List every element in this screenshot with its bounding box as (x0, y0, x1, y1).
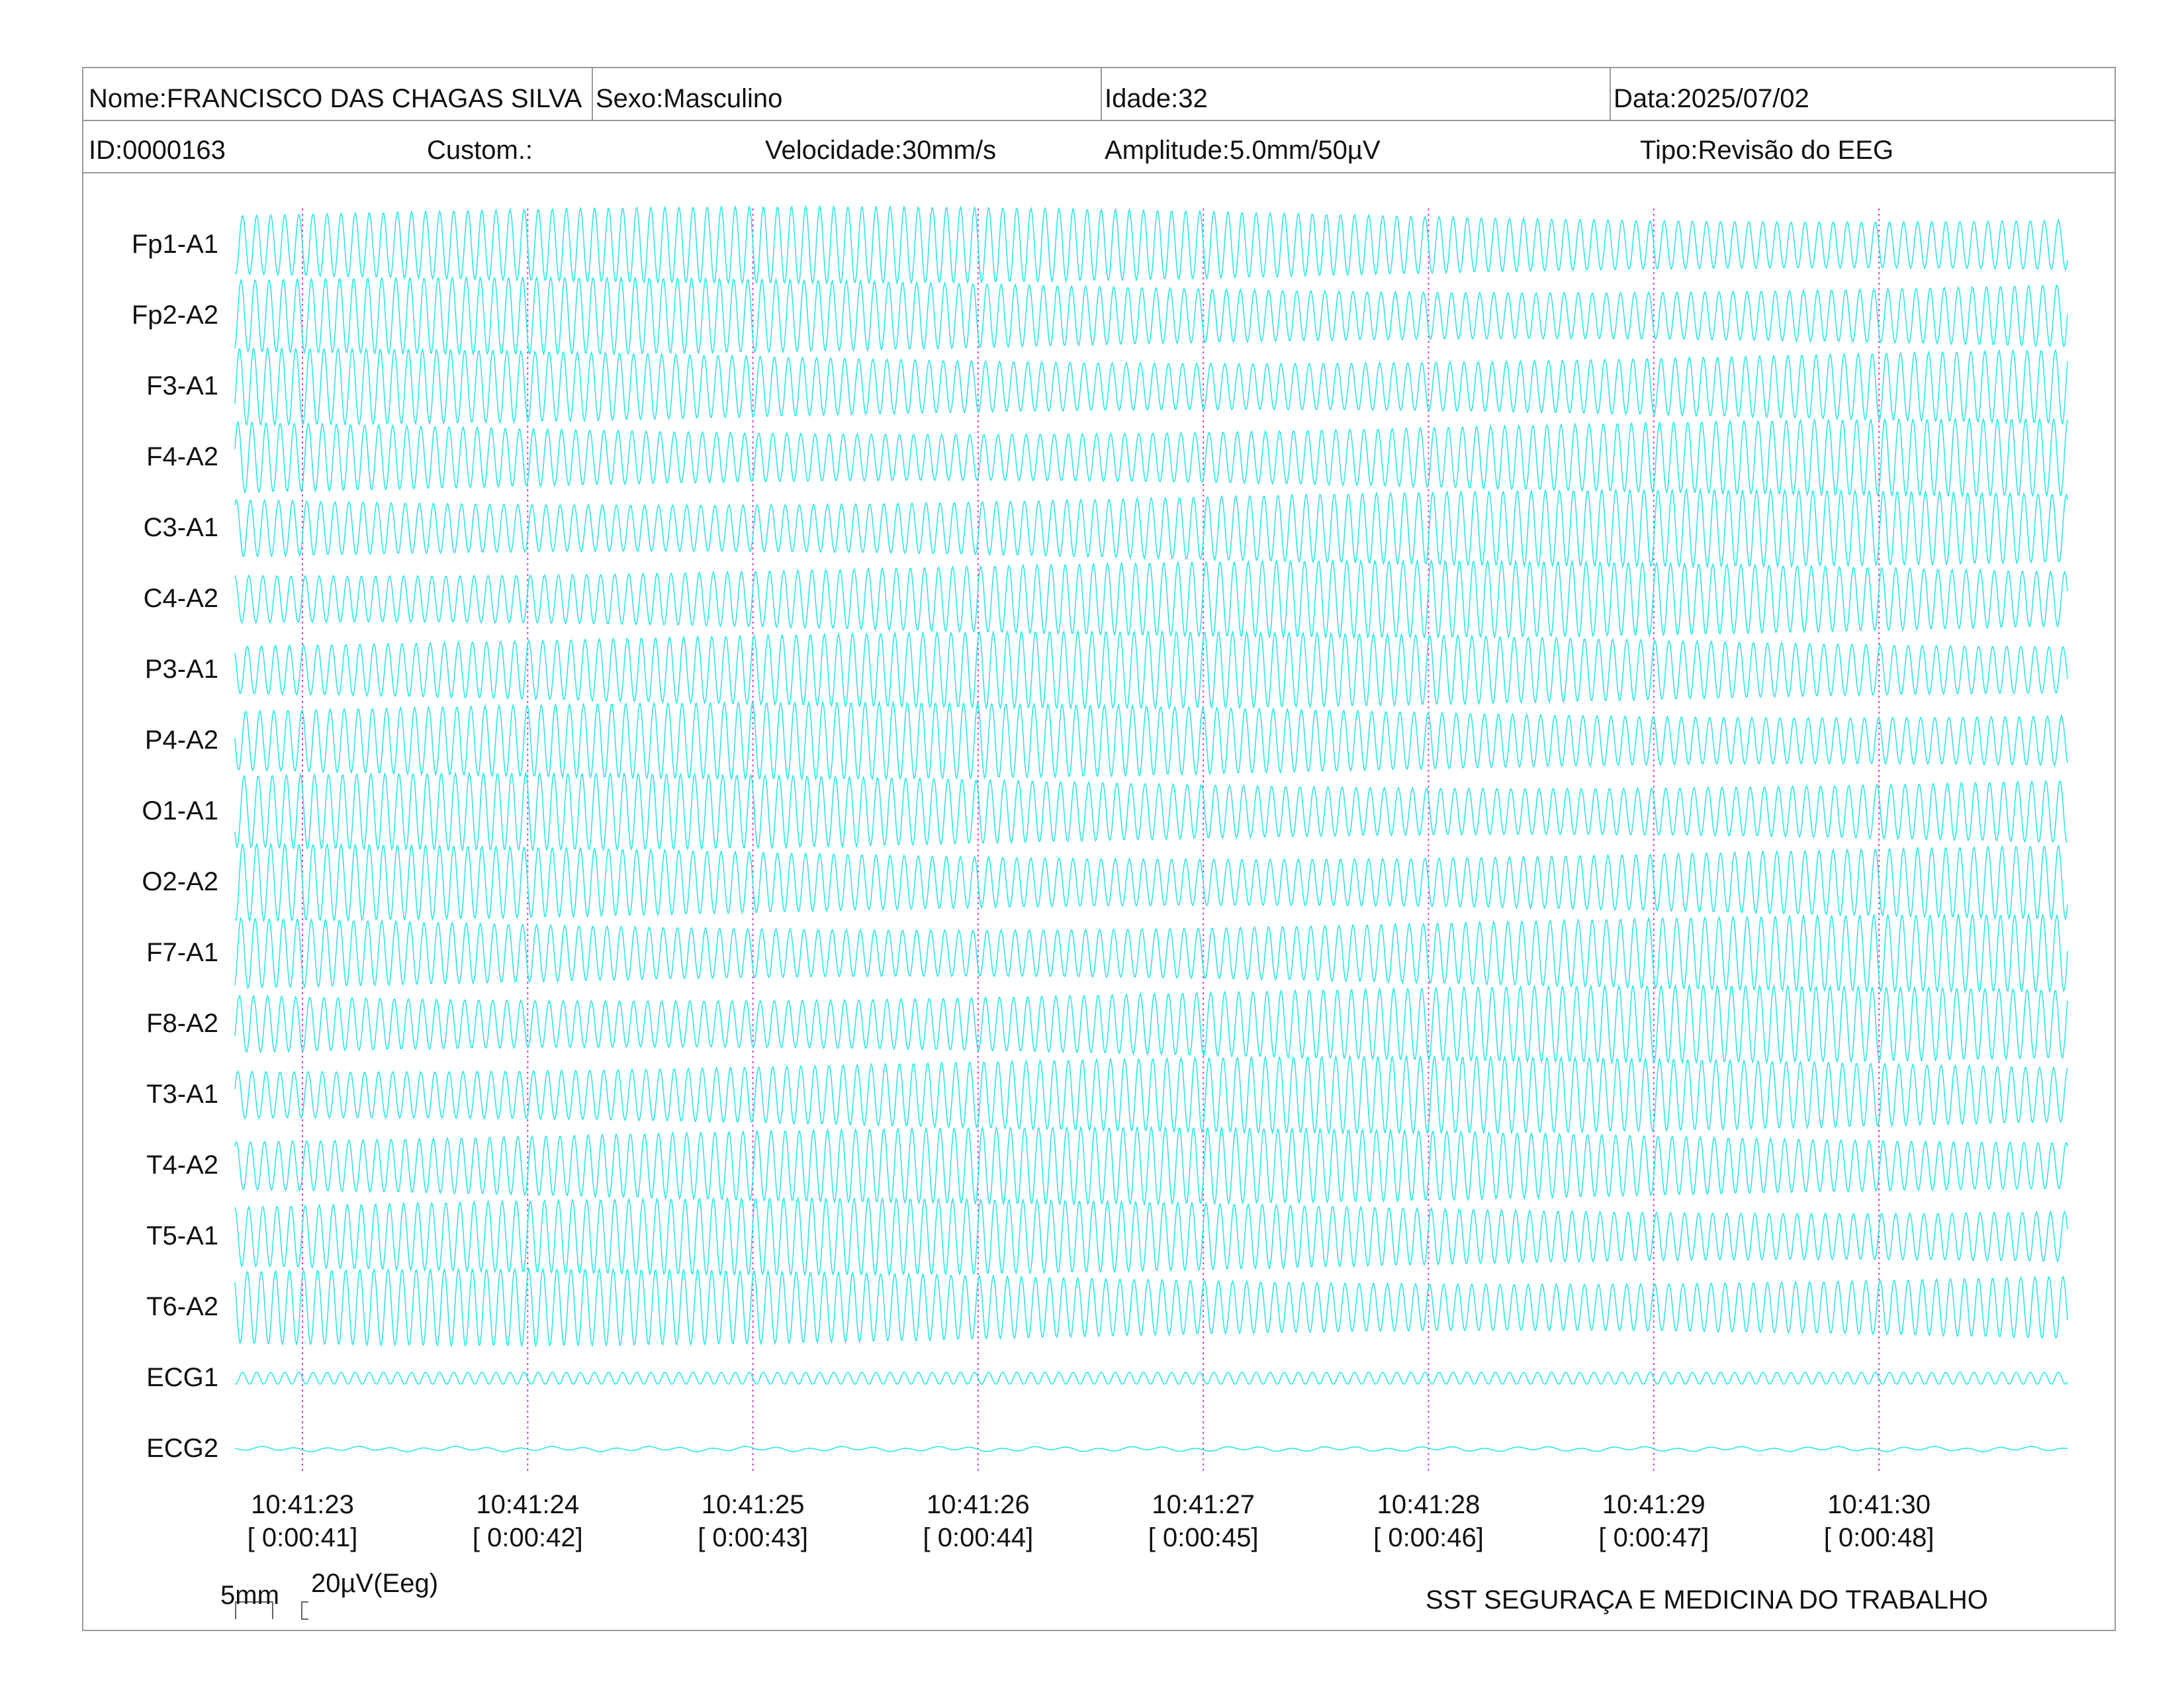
channel-label: F4-A2 (146, 442, 218, 471)
channel-label: ECG1 (146, 1363, 218, 1392)
channel-label: Fp1-A1 (131, 230, 218, 259)
trace-c3-a1 (234, 487, 2068, 569)
company-name: SST SEGURAÇA E MEDICINA DO TRABALHO (1426, 1585, 1988, 1615)
channel-label: T3-A1 (146, 1080, 218, 1109)
channel-label: C3-A1 (143, 513, 218, 542)
time-tick-label: 10:41:29 [ 0:00:47] (1568, 1488, 1740, 1554)
tick-elapsed-time: [ 0:00:42] (472, 1523, 583, 1552)
trace-t3-a1 (234, 1055, 2068, 1135)
tick-clock-time: 10:41:27 (1152, 1490, 1255, 1519)
tick-clock-time: 10:41:29 (1602, 1490, 1706, 1519)
trace-p3-a1 (234, 629, 2068, 710)
header-divider (83, 120, 2115, 121)
trace-o2-a2 (234, 842, 2068, 923)
channel-label: T6-A2 (146, 1292, 218, 1321)
time-tick-label: 10:41:28 [ 0:00:46] (1343, 1488, 1515, 1554)
channel-label: F3-A1 (146, 371, 218, 400)
time-tick-label: 10:41:24 [ 0:00:42] (441, 1488, 614, 1554)
amplitude-setting: Amplitude:5.0mm/50µV (1105, 137, 1381, 164)
trace-fp1-a1 (234, 204, 2068, 286)
header-separator (1101, 68, 1102, 120)
tick-elapsed-time: [ 0:00:48] (1823, 1523, 1934, 1552)
patient-age: Idade:32 (1105, 85, 1208, 112)
tick-elapsed-time: [ 0:00:46] (1373, 1523, 1484, 1552)
tick-elapsed-time: [ 0:00:44] (923, 1523, 1034, 1552)
patient-sex: Sexo:Masculino (596, 85, 783, 112)
header-bottom-border (83, 172, 2115, 173)
channel-label: F8-A2 (146, 1009, 218, 1038)
paper-speed: Velocidade:30mm/s (765, 137, 997, 164)
trace-ecg2 (234, 1446, 2068, 1452)
trace-f4-a2 (234, 416, 2068, 498)
tick-clock-time: 10:41:23 (251, 1490, 354, 1519)
trace-f8-a2 (234, 983, 2068, 1064)
trace-ecg1 (234, 1372, 2068, 1385)
trace-t5-a1 (234, 1196, 2068, 1278)
time-tick-label: 10:41:25 [ 0:00:43] (667, 1488, 839, 1554)
exam-type: Tipo:Revisão do EEG (1640, 137, 1894, 164)
tick-clock-time: 10:41:26 (927, 1490, 1030, 1519)
tick-elapsed-time: [ 0:00:45] (1148, 1523, 1259, 1552)
time-tick-label: 10:41:26 [ 0:00:44] (892, 1488, 1064, 1554)
trace-o1-a1 (234, 771, 2068, 853)
channel-label: C4-A2 (143, 584, 218, 613)
time-tick-label: 10:41:23 [ 0:00:41] (216, 1488, 388, 1554)
channel-label: T5-A1 (146, 1221, 218, 1250)
exam-date: Data:2025/07/02 (1614, 85, 1809, 112)
channel-label: ECG2 (146, 1434, 218, 1463)
trace-f3-a1 (234, 346, 2068, 427)
header-separator (592, 68, 593, 120)
header-separator (1610, 68, 1611, 120)
trace-p4-a2 (234, 700, 2068, 782)
report-frame: Nome:FRANCISCO DAS CHAGAS SILVA Sexo:Mas… (82, 67, 2116, 1631)
trace-fp2-a2 (234, 275, 2068, 357)
channel-label: Fp2-A2 (131, 301, 218, 330)
scale-bar-icon (235, 1601, 308, 1620)
time-scale-label: 5mm (220, 1581, 279, 1610)
channel-label: P3-A1 (144, 655, 218, 684)
tick-clock-time: 10:41:25 (701, 1490, 805, 1519)
time-tick-label: 10:41:27 [ 0:00:45] (1117, 1488, 1289, 1554)
patient-name: Nome:FRANCISCO DAS CHAGAS SILVA (89, 85, 582, 112)
custom-field: Custom.: (427, 137, 533, 164)
tick-elapsed-time: [ 0:00:43] (698, 1523, 808, 1552)
channel-label: T4-A2 (146, 1150, 218, 1180)
trace-t4-a2 (234, 1125, 2068, 1207)
channel-label: O2-A2 (142, 867, 218, 896)
time-tick-label: 10:41:30 [ 0:00:48] (1793, 1488, 1965, 1554)
tick-elapsed-time: [ 0:00:47] (1598, 1523, 1709, 1552)
trace-t6-a2 (234, 1266, 2068, 1348)
channel-label: O1-A1 (142, 796, 218, 825)
tick-clock-time: 10:41:28 (1377, 1490, 1480, 1519)
tick-elapsed-time: [ 0:00:41] (247, 1523, 358, 1552)
tick-clock-time: 10:41:24 (476, 1490, 580, 1519)
trace-c4-a2 (234, 558, 2068, 640)
amplitude-scale-label: 20µV(Eeg) (311, 1569, 439, 1598)
channel-label: F7-A1 (146, 938, 218, 967)
channel-label: P4-A2 (144, 726, 218, 755)
trace-f7-a1 (234, 912, 2068, 994)
patient-id: ID:0000163 (89, 137, 226, 164)
tick-clock-time: 10:41:30 (1827, 1490, 1931, 1519)
